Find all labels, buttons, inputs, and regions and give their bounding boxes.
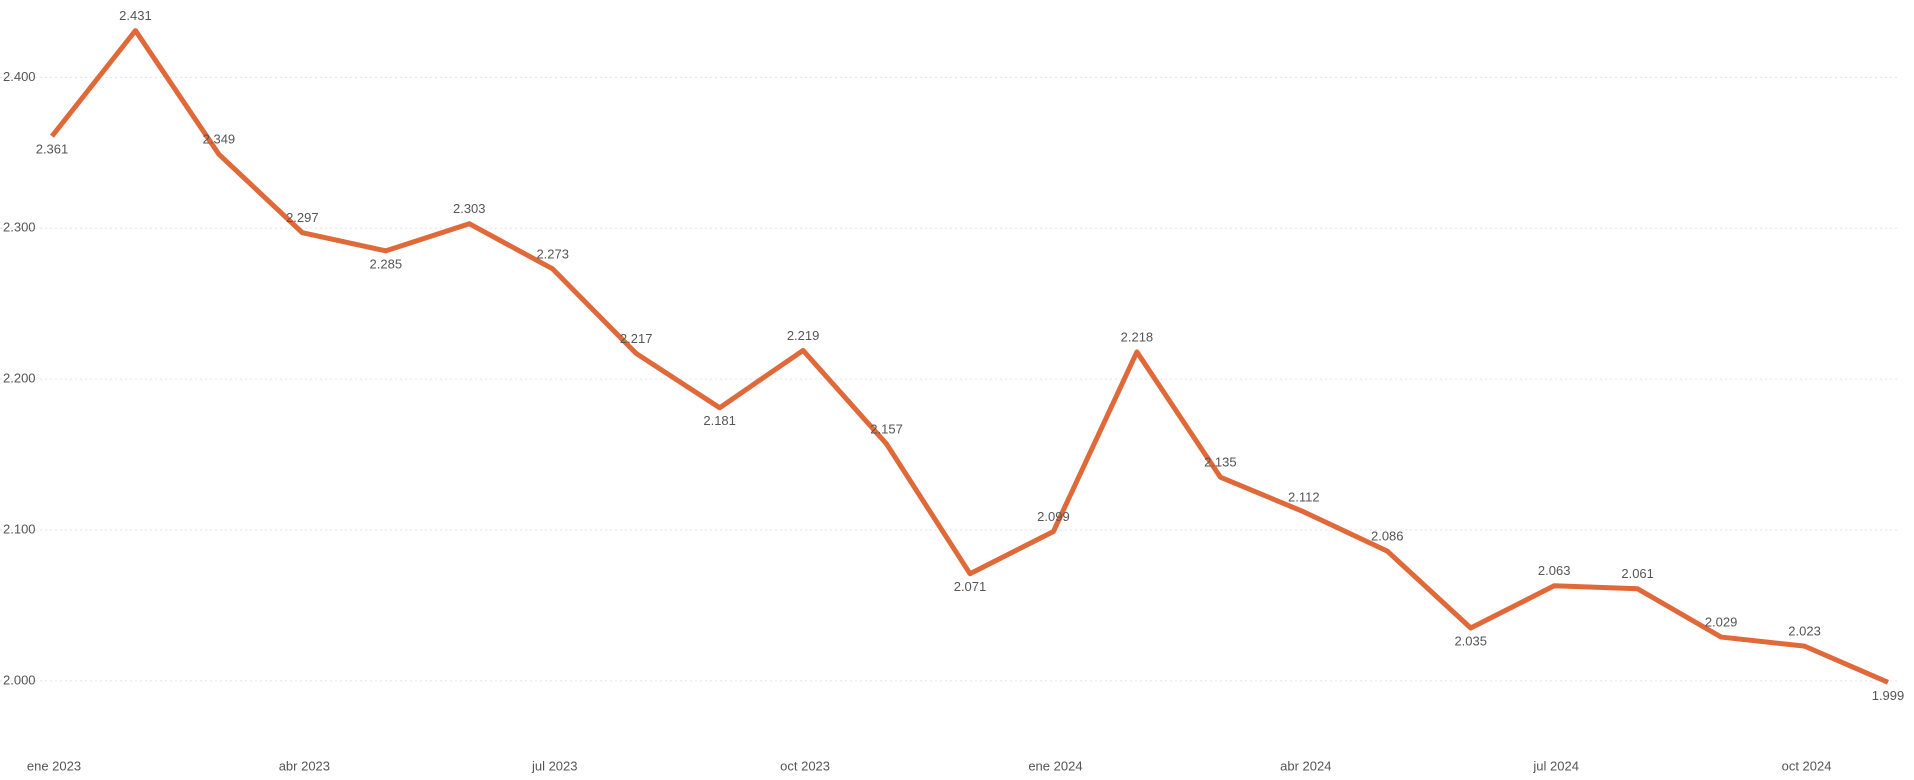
data-label: 2.135	[1204, 455, 1237, 470]
data-line	[50, 28, 1889, 685]
data-label: 2.217	[620, 331, 653, 346]
data-label: 2.157	[870, 421, 903, 436]
data-label: 2.218	[1121, 329, 1154, 344]
data-label: 2.035	[1454, 633, 1487, 648]
data-label: 2.303	[453, 201, 486, 216]
data-label: 2.361	[36, 142, 69, 157]
data-label: 2.349	[203, 132, 236, 147]
data-label: 2.285	[370, 256, 403, 271]
data-label: 1.999	[1872, 688, 1905, 703]
data-label: 2.029	[1705, 615, 1738, 630]
x-tick-label: jul 2023	[531, 758, 578, 773]
data-label: 2.219	[787, 328, 820, 343]
y-tick-label: 2.400	[3, 69, 36, 84]
x-tick-label: abr 2023	[279, 758, 330, 773]
data-label: 2.112	[1288, 489, 1320, 504]
x-tick-label: jul 2024	[1532, 758, 1579, 773]
y-tick-label: 2.300	[3, 220, 36, 235]
x-tick-label: ene 2024	[1028, 758, 1082, 773]
x-tick-label: oct 2023	[780, 758, 830, 773]
data-label: 2.099	[1037, 509, 1070, 524]
x-tick-label: oct 2024	[1782, 758, 1832, 773]
data-label: 2.297	[286, 210, 319, 225]
x-tick-label: ene 2023	[27, 758, 81, 773]
data-label: 2.181	[703, 413, 736, 428]
data-label: 2.061	[1621, 566, 1654, 581]
data-label: 2.273	[536, 246, 569, 261]
x-tick-label: abr 2024	[1280, 758, 1331, 773]
data-label: 2.071	[954, 579, 987, 594]
data-label: 2.431	[119, 8, 152, 23]
y-tick-label: 2.200	[3, 371, 36, 386]
y-tick-label: 2.100	[3, 521, 36, 536]
y-tick-label: 2.000	[3, 672, 36, 687]
data-label: 2.023	[1788, 624, 1821, 639]
data-label: 2.086	[1371, 529, 1404, 544]
data-label: 2.063	[1538, 563, 1571, 578]
